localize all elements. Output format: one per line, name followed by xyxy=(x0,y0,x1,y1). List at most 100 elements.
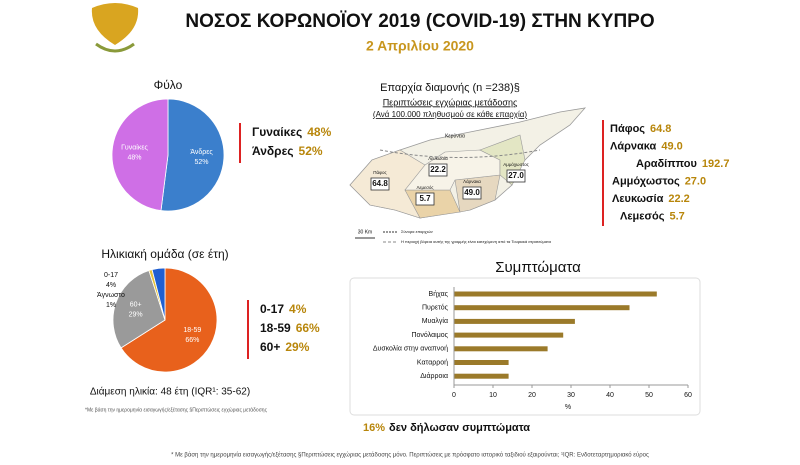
slice-value: 1% xyxy=(106,302,116,309)
map-value-box xyxy=(506,169,526,183)
bar xyxy=(454,373,509,379)
map-district-name: Λευκωσία xyxy=(428,156,448,161)
legend-value: 27.0 xyxy=(685,175,706,187)
green-line xyxy=(379,149,541,158)
map-title: Επαρχία διαμονής (n =238)§ xyxy=(380,82,520,94)
map-value-box xyxy=(462,186,482,200)
legend-entry: Λεμεσός 5.7 xyxy=(620,210,685,222)
legend-value: 66% xyxy=(296,321,320,335)
legend-label: Αραδίππου xyxy=(636,158,697,170)
pie-title: Ηλικιακή ομάδα (σε έτη) xyxy=(101,247,228,261)
x-tick-label: 0 xyxy=(452,392,456,399)
legend-value: 192.7 xyxy=(702,158,730,170)
map-value: 64.8 xyxy=(372,179,388,188)
slice-label: 60+ xyxy=(130,301,142,308)
legend-label: Λάρνακα xyxy=(610,140,657,152)
legend-value: 52% xyxy=(299,144,323,158)
date: 2 Απριλίου 2020 xyxy=(366,38,474,54)
note-text: δεν δήλωσαν συμπτώματα xyxy=(389,422,530,434)
pie-title: Φύλο xyxy=(154,78,183,92)
bar xyxy=(454,291,657,297)
map-value-box xyxy=(370,177,390,191)
symptoms-panel xyxy=(349,277,701,416)
legend-entry: 60+ 29% xyxy=(260,340,310,354)
legend-label: Λεμεσός xyxy=(620,210,665,222)
legend-label: 0-17 xyxy=(260,302,284,316)
footnote-small: *Με βάση την ημερομηνία εισαγωγής/εξέτασ… xyxy=(85,406,268,413)
note-value: 16% xyxy=(363,422,385,434)
bar-label: Δυσκολία στην αναπνοή xyxy=(373,345,448,353)
pie-slice xyxy=(151,267,166,321)
slice-value: 66% xyxy=(185,337,199,344)
pie-slice xyxy=(120,267,218,373)
bar xyxy=(454,346,548,352)
legend-entry: Άνδρες 52% xyxy=(252,144,323,158)
slice-value: 48% xyxy=(127,155,141,162)
symptoms-title: Συμπτώματα xyxy=(495,259,581,276)
legend-value: 22.2 xyxy=(668,193,689,205)
legend-entry: 0-17 4% xyxy=(260,302,307,316)
legend-entry: Πάφος 64.8 xyxy=(610,123,671,135)
bar-label: Μυαλγία xyxy=(422,317,448,325)
map-value: 27.0 xyxy=(508,171,524,180)
symptoms-note: 16% δεν δήλωσαν συμπτώματα xyxy=(363,422,530,434)
map-district-name: Λεμεσός xyxy=(416,184,434,190)
x-axis-label: % xyxy=(565,404,571,411)
map-district-name: Πάφος xyxy=(373,169,387,175)
legend-label: 18-59 xyxy=(260,321,291,335)
map-scale: 30 Km xyxy=(358,229,372,235)
bar xyxy=(454,332,564,338)
bar-label: Καταρροή xyxy=(417,359,448,366)
map-value: 22.2 xyxy=(430,165,446,174)
slice-label: Άνδρες xyxy=(190,149,213,156)
bar xyxy=(454,318,575,324)
bar xyxy=(454,360,509,365)
bar-label: Πονόλαιμος xyxy=(411,331,448,339)
legend-label: Άνδρες xyxy=(252,144,294,158)
x-tick-label: 50 xyxy=(645,392,653,399)
legend-label: Αμμόχωστος xyxy=(612,175,680,187)
legend-entry: Αμμόχωστος 27.0 xyxy=(612,175,706,187)
legend-value: 64.8 xyxy=(650,123,671,135)
emblem-shield xyxy=(91,3,139,45)
legend-label: Γυναίκες xyxy=(252,125,302,139)
legend-value: 48% xyxy=(307,125,331,139)
legend-entry: Λάρνακα 49.0 xyxy=(610,140,683,152)
x-tick-label: 10 xyxy=(489,392,497,399)
footnote: * Με βάση την ημερομηνία εισαγωγής/εξέτα… xyxy=(171,452,649,459)
map-value-box xyxy=(415,192,435,206)
map-place: Κερύνεια xyxy=(445,132,465,139)
legend-value: 4% xyxy=(289,302,307,316)
x-tick-label: 40 xyxy=(606,392,614,399)
x-tick-label: 30 xyxy=(567,392,575,399)
slice-value: 29% xyxy=(129,311,143,318)
map-legend: Σύνορα επαρχιών xyxy=(401,229,433,234)
title: ΝΟΣΟΣ ΚΟΡΩΝΟΪΟΥ 2019 (COVID-19) ΣΤΗΝ ΚΥΠ… xyxy=(185,11,654,32)
legend-entry: Αραδίππου 192.7 xyxy=(636,158,729,170)
pie-slice xyxy=(112,270,166,349)
legend-label: 60+ xyxy=(260,340,280,354)
x-tick-label: 20 xyxy=(528,392,536,399)
map-subtitle: (Ανά 100.000 πληθυσμού σε κάθε επαρχία) xyxy=(373,110,527,119)
map-subtitle: Περιπτώσεις εγχώριας μετάδοσης xyxy=(383,97,518,107)
bar xyxy=(454,305,630,311)
map-district-name: Αμμόχωστος xyxy=(503,161,529,167)
bar-label: Πυρετός xyxy=(422,304,449,312)
pie-slice xyxy=(111,98,169,212)
legend-value: 49.0 xyxy=(661,140,682,152)
slice-label: 18-59 xyxy=(183,327,201,334)
map-value: 5.7 xyxy=(419,194,431,203)
map-value: 49.0 xyxy=(464,188,480,197)
legend-value: 29% xyxy=(285,340,309,354)
legend-entry: Λευκωσία 22.2 xyxy=(612,193,690,205)
median-age: Διάμεση ηλικία: 48 έτη (IQR¹: 35-62) xyxy=(90,386,250,398)
map-district-name: Λάρνακα xyxy=(463,178,481,184)
bar-label: Βήχας xyxy=(429,291,449,298)
slice-value: 52% xyxy=(195,159,209,166)
slice-label: Άγνωστο xyxy=(97,292,125,299)
legend-entry: 18-59 66% xyxy=(260,321,320,335)
bar-label: Διάρροια xyxy=(420,372,448,380)
slice-label: Γυναίκες xyxy=(121,144,148,152)
slice-value: 4% xyxy=(106,282,116,289)
emblem xyxy=(91,3,139,53)
